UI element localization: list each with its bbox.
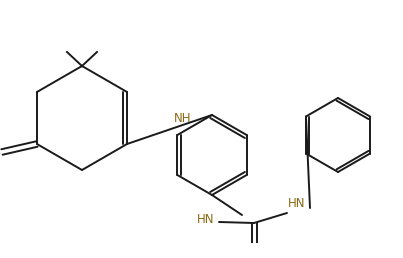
Text: HN: HN — [197, 213, 215, 226]
Text: HN: HN — [288, 197, 305, 210]
Text: NH: NH — [174, 112, 191, 125]
